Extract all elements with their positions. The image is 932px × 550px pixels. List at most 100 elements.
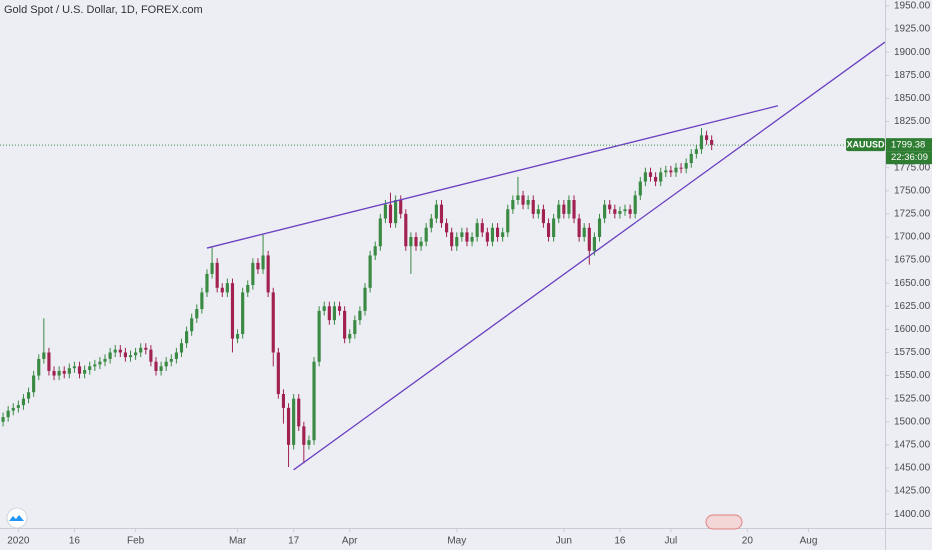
- plot: [0, 41, 886, 471]
- candle-body: [322, 306, 326, 311]
- candle-body: [281, 394, 286, 408]
- candle-body: [628, 209, 632, 214]
- y-tick-label: 1725.00: [894, 209, 931, 220]
- trend-line: [293, 41, 886, 471]
- candle-body: [72, 366, 77, 369]
- x-tick-label: Jul: [664, 536, 677, 547]
- x-tick-label: 20: [742, 536, 754, 547]
- candle-body: [572, 200, 576, 219]
- candle-body: [286, 407, 291, 445]
- candle-body: [669, 170, 673, 173]
- candle-body: [271, 292, 275, 353]
- candle-body: [409, 236, 413, 247]
- y-tick-label: 1575.00: [894, 347, 931, 358]
- candle-body: [414, 236, 418, 247]
- candle-body: [118, 349, 122, 353]
- candle-body: [144, 347, 148, 350]
- candle-body: [460, 232, 464, 237]
- x-tick-label: 16: [69, 536, 81, 547]
- candle-body: [699, 135, 704, 150]
- y-tick-label: 1950.00: [894, 1, 931, 12]
- candle-body: [638, 181, 642, 196]
- y-tick-label: 1475.00: [894, 439, 931, 450]
- candle-body: [62, 370, 66, 374]
- x-tick-label: May: [447, 536, 466, 547]
- x-tick-label: Apr: [342, 536, 358, 547]
- candle-body: [674, 167, 678, 173]
- candle-body: [174, 352, 178, 359]
- candle-body: [205, 273, 209, 293]
- candle-body: [368, 255, 372, 288]
- price-tag: [886, 138, 932, 152]
- candle-body: [613, 209, 617, 214]
- candle-body: [562, 204, 566, 214]
- candle-body: [195, 309, 199, 319]
- candle-body: [618, 211, 622, 214]
- candle-body: [470, 236, 474, 242]
- candle-body: [230, 283, 235, 339]
- x-tick-label: 16: [614, 536, 626, 547]
- candle-body: [103, 358, 107, 362]
- candle-body: [383, 204, 387, 219]
- candle-body: [404, 213, 408, 247]
- candle-body: [450, 232, 454, 247]
- trend-line: [206, 105, 779, 249]
- candle-body: [37, 358, 41, 376]
- candle-body: [664, 170, 668, 173]
- candle-body: [516, 195, 520, 201]
- candle-body: [139, 347, 143, 353]
- candle-body: [577, 218, 581, 237]
- candle-body: [475, 223, 479, 237]
- candle-body: [511, 200, 515, 210]
- candle-body: [6, 410, 10, 418]
- candle-body: [11, 407, 15, 411]
- candle-body: [123, 352, 127, 358]
- candle-body: [327, 306, 331, 321]
- candle-body: [113, 349, 117, 353]
- candle-body: [317, 310, 321, 362]
- last-price-label: 1799.38: [891, 140, 925, 151]
- y-tick-label: 1400.00: [894, 509, 931, 520]
- candle-body: [292, 398, 296, 445]
- candle-body: [439, 204, 444, 224]
- candle-body: [546, 223, 551, 237]
- candle-body: [261, 255, 265, 270]
- candle-body: [592, 236, 596, 251]
- calendar-badge[interactable]: [705, 514, 743, 530]
- y-tick-label: 1650.00: [894, 278, 931, 289]
- candle-body: [26, 392, 31, 399]
- candle-body: [235, 333, 240, 339]
- candle-body: [465, 232, 469, 242]
- candle-body: [689, 153, 693, 164]
- symbol-tag: [846, 138, 885, 152]
- candle-body: [704, 135, 709, 140]
- candle-body: [429, 218, 433, 228]
- candle-body: [480, 223, 484, 233]
- candle-body: [648, 172, 653, 177]
- candle-body: [134, 352, 138, 356]
- candle-body: [276, 352, 280, 395]
- candle-body: [597, 218, 602, 237]
- candle-body: [633, 195, 637, 214]
- candle-body: [495, 227, 500, 237]
- candle-body: [1, 417, 5, 422]
- candle-body: [353, 320, 357, 334]
- candle-body: [373, 246, 377, 256]
- y-tick-label: 1625.00: [894, 301, 931, 312]
- candle-body: [57, 370, 61, 376]
- candle-body: [485, 232, 489, 242]
- candle-body: [363, 287, 367, 311]
- candle-body: [332, 306, 337, 321]
- candle-body: [343, 310, 347, 339]
- symbol-label: XAUUSD: [846, 140, 885, 150]
- candle-body: [424, 227, 428, 242]
- candle-body: [241, 292, 245, 334]
- candle-body: [256, 262, 260, 270]
- candle-body: [388, 204, 393, 224]
- candle-body: [587, 227, 591, 251]
- y-tick-label: 1825.00: [894, 116, 931, 127]
- y-tick-label: 1550.00: [894, 370, 931, 381]
